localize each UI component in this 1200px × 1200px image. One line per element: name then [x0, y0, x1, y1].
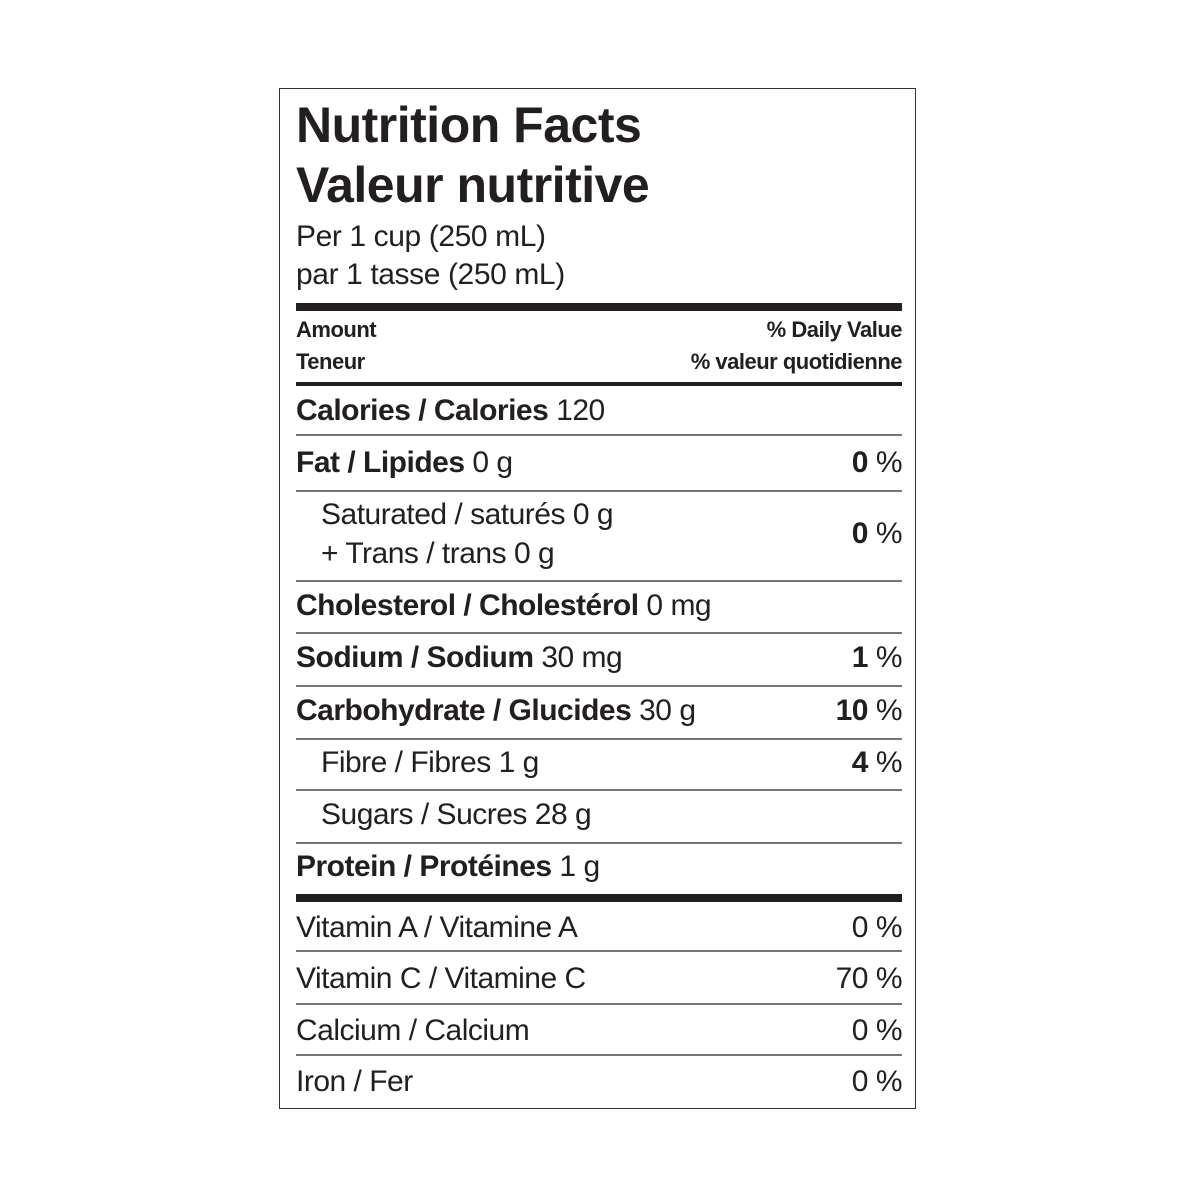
vitamin-a-dv: 0 %	[851, 911, 903, 944]
saturated-dv-value: 0	[851, 517, 869, 550]
trans-label: + Trans / trans	[321, 537, 507, 570]
vitamin-a-label: Vitamin A / Vitamine A	[296, 911, 578, 944]
cholesterol-row: Cholesterol / Cholestérol 0 mg	[296, 589, 712, 623]
cholesterol-amount: 0 mg	[646, 589, 712, 622]
thick-divider	[296, 303, 902, 311]
calories-row: Calories / Calories 120	[296, 394, 605, 428]
daily-value-header-en: % Daily Value	[766, 317, 903, 342]
amount-header-en: Amount	[296, 317, 377, 342]
protein-amount: 1 g	[559, 850, 600, 883]
divider	[296, 685, 902, 687]
fat-label: Fat / Lipides	[296, 446, 465, 479]
protein-label: Protein / Protéines	[296, 850, 552, 883]
saturated-trans-dv: 0 %	[851, 517, 903, 551]
percent-unit: %	[875, 517, 903, 550]
divider	[296, 1054, 902, 1056]
calories-label: Calories / Calories	[296, 394, 549, 427]
divider	[296, 842, 902, 844]
percent-unit: %	[875, 746, 903, 779]
sodium-dv: 1 %	[851, 641, 903, 675]
fat-amount: 0 g	[472, 446, 513, 479]
percent-unit: %	[875, 641, 903, 674]
iron-label: Iron / Fer	[296, 1065, 413, 1098]
percent-unit: %	[875, 694, 903, 727]
calcium-dv: 0 %	[851, 1014, 903, 1047]
vitamin-c-label: Vitamin C / Vitamine C	[296, 962, 586, 995]
carbohydrate-amount: 30 g	[639, 694, 696, 727]
sugars-amount: 28 g	[534, 798, 592, 831]
saturated-amount: 0 g	[572, 498, 614, 531]
percent-unit: %	[875, 446, 903, 479]
amount-header-fr: Teneur	[296, 349, 365, 374]
divider	[296, 632, 902, 634]
daily-value-header-fr: % valeur quotidienne	[690, 349, 903, 374]
carbohydrate-row: Carbohydrate / Glucides 30 g	[296, 694, 696, 728]
divider	[296, 434, 902, 436]
saturated-row: Saturated / saturés 0 g	[321, 498, 614, 532]
sodium-dv-value: 1	[851, 641, 869, 674]
sodium-amount: 30 mg	[541, 641, 623, 674]
divider	[296, 1003, 902, 1005]
carbohydrate-dv: 10 %	[835, 694, 903, 728]
iron-dv: 0 %	[851, 1065, 903, 1098]
saturated-label: Saturated / saturés	[321, 498, 565, 531]
divider	[296, 789, 902, 791]
protein-row: Protein / Protéines 1 g	[296, 850, 600, 884]
fibre-row: Fibre / Fibres 1 g	[321, 746, 539, 780]
calories-value: 120	[556, 394, 605, 427]
fibre-dv: 4 %	[851, 746, 903, 780]
sodium-label: Sodium / Sodium	[296, 641, 534, 674]
sodium-row: Sodium / Sodium 30 mg	[296, 641, 623, 675]
carbohydrate-label: Carbohydrate / Glucides	[296, 694, 632, 727]
serving-size-en: Per 1 cup (250 mL)	[296, 220, 546, 253]
divider	[296, 738, 902, 740]
sugars-row: Sugars / Sucres 28 g	[321, 798, 592, 832]
title-fr: Valeur nutritive	[296, 157, 650, 213]
fat-dv-value: 0	[851, 446, 869, 479]
sugars-label: Sugars / Sucres	[321, 798, 527, 831]
divider	[296, 490, 902, 492]
fibre-dv-value: 4	[851, 746, 869, 779]
fat-dv: 0 %	[851, 446, 903, 480]
trans-amount: 0 g	[513, 537, 555, 570]
thick-divider	[296, 894, 902, 902]
calcium-label: Calcium / Calcium	[296, 1014, 530, 1047]
carbohydrate-dv-value: 10	[835, 694, 869, 727]
trans-row: + Trans / trans 0 g	[321, 537, 555, 571]
serving-size-fr: par 1 tasse (250 mL)	[296, 258, 565, 291]
nutrition-facts-label: Nutrition Facts Valeur nutritive Per 1 c…	[279, 88, 916, 1109]
cholesterol-label: Cholesterol / Cholestérol	[296, 589, 639, 622]
fibre-label: Fibre / Fibres	[321, 746, 491, 779]
fibre-amount: 1 g	[498, 746, 540, 779]
divider	[296, 382, 902, 386]
title-en: Nutrition Facts	[296, 97, 642, 153]
fat-row: Fat / Lipides 0 g	[296, 446, 513, 480]
divider	[296, 950, 902, 952]
vitamin-c-dv: 70 %	[835, 962, 903, 995]
divider	[296, 580, 902, 582]
